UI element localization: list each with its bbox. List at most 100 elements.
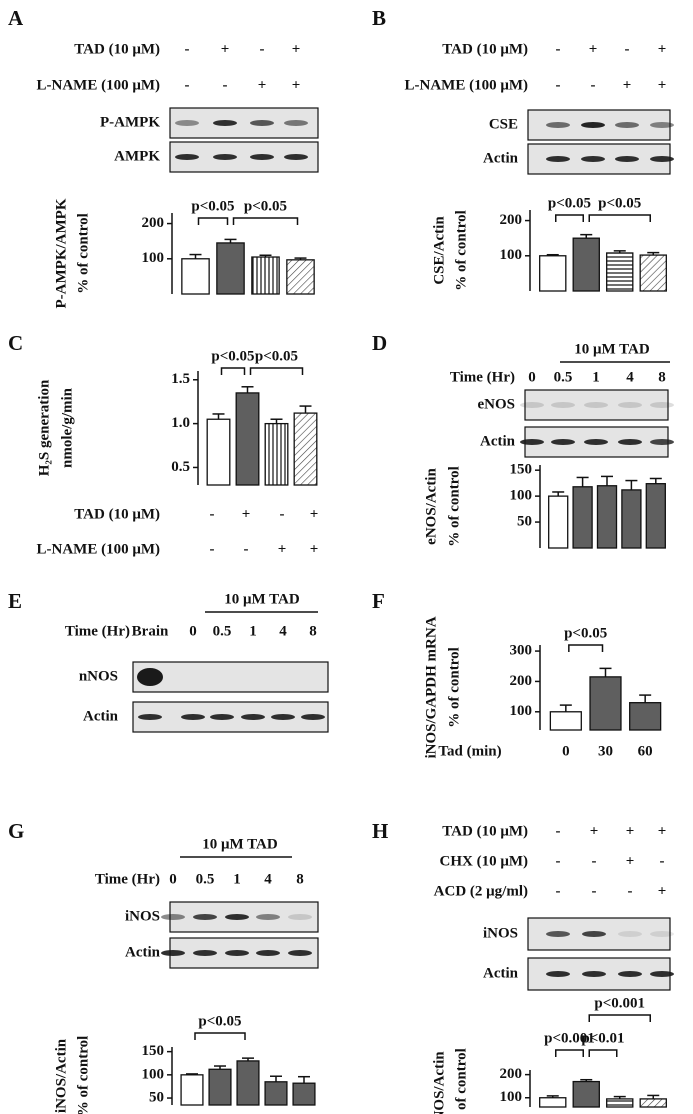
y-axis-label: iNOS/GAPDH mRNA — [423, 616, 439, 758]
band — [582, 971, 606, 977]
band — [161, 950, 185, 956]
y-axis-label: nmole/g/min — [59, 387, 75, 468]
bar — [639, 1098, 667, 1108]
bar — [293, 412, 318, 486]
treatment-sign: + — [258, 77, 267, 93]
band — [288, 950, 312, 956]
treatment-sign: + — [292, 41, 301, 57]
bar — [639, 254, 667, 292]
x-tick-label: 60 — [638, 743, 653, 759]
y-tick-label: 200 — [500, 212, 523, 228]
y-tick-label: 100 — [500, 1089, 523, 1105]
treatment-label: TAD (10 μM) — [442, 41, 528, 57]
band — [520, 402, 544, 408]
treatment-sign: + — [590, 823, 599, 839]
time-label: Time (Hr) — [65, 623, 130, 639]
blot-label: eNOS — [478, 396, 516, 412]
bar — [629, 702, 662, 731]
panel-letter: G — [8, 819, 24, 843]
treatment-sign: - — [591, 77, 596, 93]
band — [650, 439, 674, 445]
band — [650, 402, 674, 408]
bar — [539, 1097, 567, 1108]
treatment-sign: - — [185, 41, 190, 57]
bar — [181, 258, 210, 295]
blot-label: AMPK — [114, 148, 160, 164]
y-tick-label: 50 — [149, 1089, 164, 1105]
band — [137, 668, 163, 686]
treatment-sign: + — [658, 41, 667, 57]
band — [225, 914, 249, 920]
band — [650, 156, 674, 162]
treatment-label: ACD (2 μg/ml) — [434, 883, 528, 899]
blot — [132, 661, 329, 693]
lane-label: 0 — [169, 871, 177, 887]
bar — [180, 1074, 204, 1106]
treatment-sign: + — [242, 506, 251, 522]
bar — [606, 252, 634, 292]
lane-label: 8 — [296, 871, 304, 887]
treatment-sign: + — [221, 41, 230, 57]
y-axis-label: % of control — [75, 1036, 91, 1114]
sig-label: p<0.01 — [581, 1030, 624, 1046]
y-axis-label: % of control — [453, 1048, 469, 1114]
y-tick-label: 100 — [510, 703, 533, 719]
band — [271, 714, 295, 720]
sig-bracket — [588, 1014, 651, 1022]
band — [181, 714, 205, 720]
treatment-sign: + — [626, 853, 635, 869]
band — [584, 439, 608, 445]
treatment-sign: - — [223, 77, 228, 93]
band — [284, 120, 308, 126]
bar — [621, 489, 642, 549]
panel-letter: F — [372, 589, 385, 613]
lane-label: Brain — [132, 623, 169, 639]
band — [175, 154, 199, 160]
y-axis-label: % of control — [446, 647, 462, 728]
treatment-label: L-NAME (100 μM) — [405, 77, 528, 93]
panel-letter: B — [372, 6, 386, 30]
treatment-sign: - — [628, 883, 633, 899]
y-tick-label: 200 — [500, 1066, 523, 1082]
band — [650, 931, 674, 937]
sig-label: p<0.001 — [544, 1030, 595, 1046]
treatment-label: TAD (10 μM) — [442, 823, 528, 839]
band — [256, 914, 280, 920]
treatment-sign: - — [556, 883, 561, 899]
x-tick-label: 30 — [598, 743, 613, 759]
band — [193, 914, 217, 920]
treatment-sign: - — [556, 823, 561, 839]
bar — [251, 256, 280, 295]
band — [650, 971, 674, 977]
lane-label: 4 — [264, 871, 272, 887]
lane-label: 0 — [189, 623, 197, 639]
time-header: 10 μM TAD — [202, 836, 278, 852]
band — [213, 154, 237, 160]
y-axis-label: eNOS/Actin — [423, 468, 439, 545]
blot-label: CSE — [489, 116, 518, 132]
y-axis-label: % of control — [446, 466, 462, 547]
sig-label: p<0.05 — [191, 198, 234, 214]
treatment-label: L-NAME (100 μM) — [37, 77, 160, 93]
blot-label: nNOS — [79, 668, 118, 684]
treatment-sign: - — [210, 541, 215, 557]
band — [301, 714, 325, 720]
band — [551, 402, 575, 408]
y-tick-label: 100 — [142, 250, 165, 266]
blot-label: Actin — [83, 708, 119, 724]
bar — [206, 418, 231, 486]
band — [546, 971, 570, 977]
y-axis-label: P-AMPK/AMPK — [53, 198, 69, 308]
blot-label: Actin — [483, 965, 519, 981]
sig-bracket — [588, 214, 651, 222]
band — [213, 120, 237, 126]
sig-label: p<0.05 — [198, 1013, 241, 1029]
y-tick-label: 100 — [510, 488, 533, 504]
treatment-sign: + — [626, 823, 635, 839]
band — [582, 931, 606, 937]
y-tick-label: 1.5 — [171, 371, 190, 387]
y-tick-label: 50 — [517, 514, 532, 530]
sig-label: p<0.05 — [211, 348, 254, 364]
